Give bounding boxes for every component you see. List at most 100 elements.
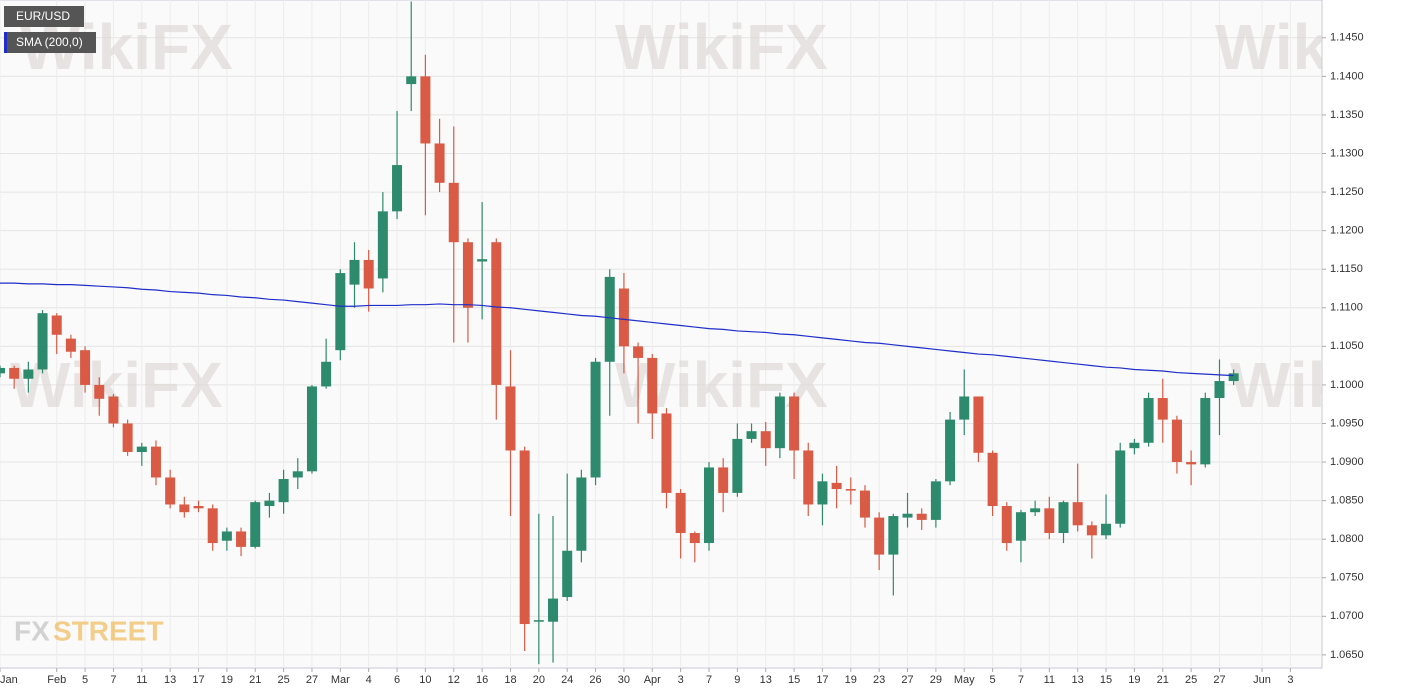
x-tick-label: 19 (221, 674, 233, 686)
x-tick-label: 3 (678, 674, 684, 686)
x-tick-label: 13 (1072, 674, 1084, 686)
plot-area (0, 0, 1323, 669)
x-tick-label: 13 (760, 674, 772, 686)
candle-body (278, 479, 289, 503)
candle-body (1129, 442, 1140, 449)
x-tick-label: 7 (110, 674, 116, 686)
candle-body (746, 431, 757, 439)
x-tick-label: Jan (0, 674, 18, 686)
candle-body (704, 467, 714, 544)
y-tick-label: 1.0850 (1330, 495, 1364, 507)
candle-body (434, 143, 445, 183)
x-tick-label: 7 (1018, 674, 1024, 686)
candle-body (1001, 506, 1012, 544)
x-tick-label: 20 (533, 674, 545, 686)
x-tick-label: 15 (788, 674, 800, 686)
candle-body (519, 450, 530, 625)
y-tick-label: 1.1250 (1330, 186, 1364, 198)
candle-body (306, 386, 317, 472)
x-tick-label: 5 (990, 674, 996, 686)
axes: 1.0650 1.0700 1.0750 1.0800 1.0850 1.0900 1.09… (0, 32, 1364, 686)
candle-body (647, 357, 658, 414)
x-tick-label: 19 (845, 674, 857, 686)
legend-label: EUR/USD (16, 9, 70, 23)
y-tick-label: 1.0950 (1330, 417, 1364, 429)
legend-swatch (4, 6, 7, 27)
y-tick-label: 1.0650 (1330, 649, 1364, 661)
y-tick-label: 1.1150 (1330, 263, 1363, 275)
x-tick-label: 10 (419, 674, 431, 686)
logo-street: STREET (53, 615, 163, 646)
candle-body (1101, 523, 1112, 536)
candle-body (65, 338, 76, 352)
grid (0, 0, 1322, 668)
x-tick-label: 21 (249, 674, 261, 686)
x-tick-label: Mar (331, 674, 350, 686)
x-tick-label: 11 (136, 674, 147, 686)
x-tick-label: 15 (1100, 674, 1112, 686)
candle-body (604, 276, 615, 362)
candle-body (959, 396, 970, 420)
candle-body (505, 386, 516, 451)
x-tick-label: 29 (930, 674, 942, 686)
x-tick-label: 3 (1287, 674, 1293, 686)
candle-body (1044, 508, 1055, 534)
candle-body (221, 531, 232, 541)
legend-box (4, 32, 96, 53)
marks (0, 1, 1239, 665)
candle-body (108, 396, 119, 424)
watermark: WikiFX (615, 11, 828, 83)
y-tick-label: 1.1450 (1330, 32, 1364, 44)
candle-body (548, 598, 559, 622)
candle-body (335, 273, 346, 351)
x-tick-label: 17 (816, 674, 828, 686)
candle-body (576, 477, 587, 551)
y-tick-label: 1.0700 (1330, 610, 1364, 622)
candle-body (760, 431, 771, 449)
candle-body (349, 259, 360, 285)
candle-body (945, 419, 956, 482)
candle-body (930, 481, 941, 520)
y-tick-label: 1.1050 (1330, 340, 1364, 352)
candle-body (51, 315, 62, 335)
x-tick-label: 16 (476, 674, 488, 686)
candle-body (562, 550, 573, 598)
watermark: WikiFX (1215, 11, 1405, 83)
candle-body (987, 452, 998, 507)
candle-body (916, 513, 927, 520)
x-tick-label: 27 (306, 674, 318, 686)
x-tick-label: 6 (394, 674, 400, 686)
candle-body (292, 471, 303, 478)
candle-body (179, 504, 190, 513)
candle-body (618, 288, 629, 347)
candle-body (888, 516, 899, 555)
logo-fx: FX (14, 615, 50, 646)
x-tick-label: 5 (82, 674, 88, 686)
candle-body (675, 492, 686, 534)
candle-body (193, 506, 204, 509)
candle-body (789, 396, 800, 451)
candle-body (1228, 373, 1239, 382)
y-tick-label: 1.1400 (1330, 70, 1364, 82)
candle-body (0, 367, 5, 374)
candle-body (37, 313, 48, 370)
candle-body (774, 396, 785, 449)
legend: EUR/USD SMA (200,0) (4, 6, 96, 53)
candle-body (845, 489, 856, 491)
y-tick-label: 1.0800 (1330, 533, 1364, 545)
y-tick-label: 1.1200 (1330, 225, 1364, 237)
candle-body (23, 369, 34, 379)
candle-body (661, 413, 672, 493)
x-tick-label: 26 (589, 674, 601, 686)
candle-body (1171, 419, 1182, 463)
candle-body (633, 346, 644, 358)
x-tick-label: 25 (1185, 674, 1197, 686)
candle-body (689, 533, 700, 544)
candle-body (718, 467, 729, 493)
x-tick-label: 27 (1213, 674, 1225, 686)
candle-body (150, 446, 161, 478)
legend-box (4, 6, 84, 27)
x-tick-label: 30 (618, 674, 630, 686)
candle-body (859, 490, 870, 518)
